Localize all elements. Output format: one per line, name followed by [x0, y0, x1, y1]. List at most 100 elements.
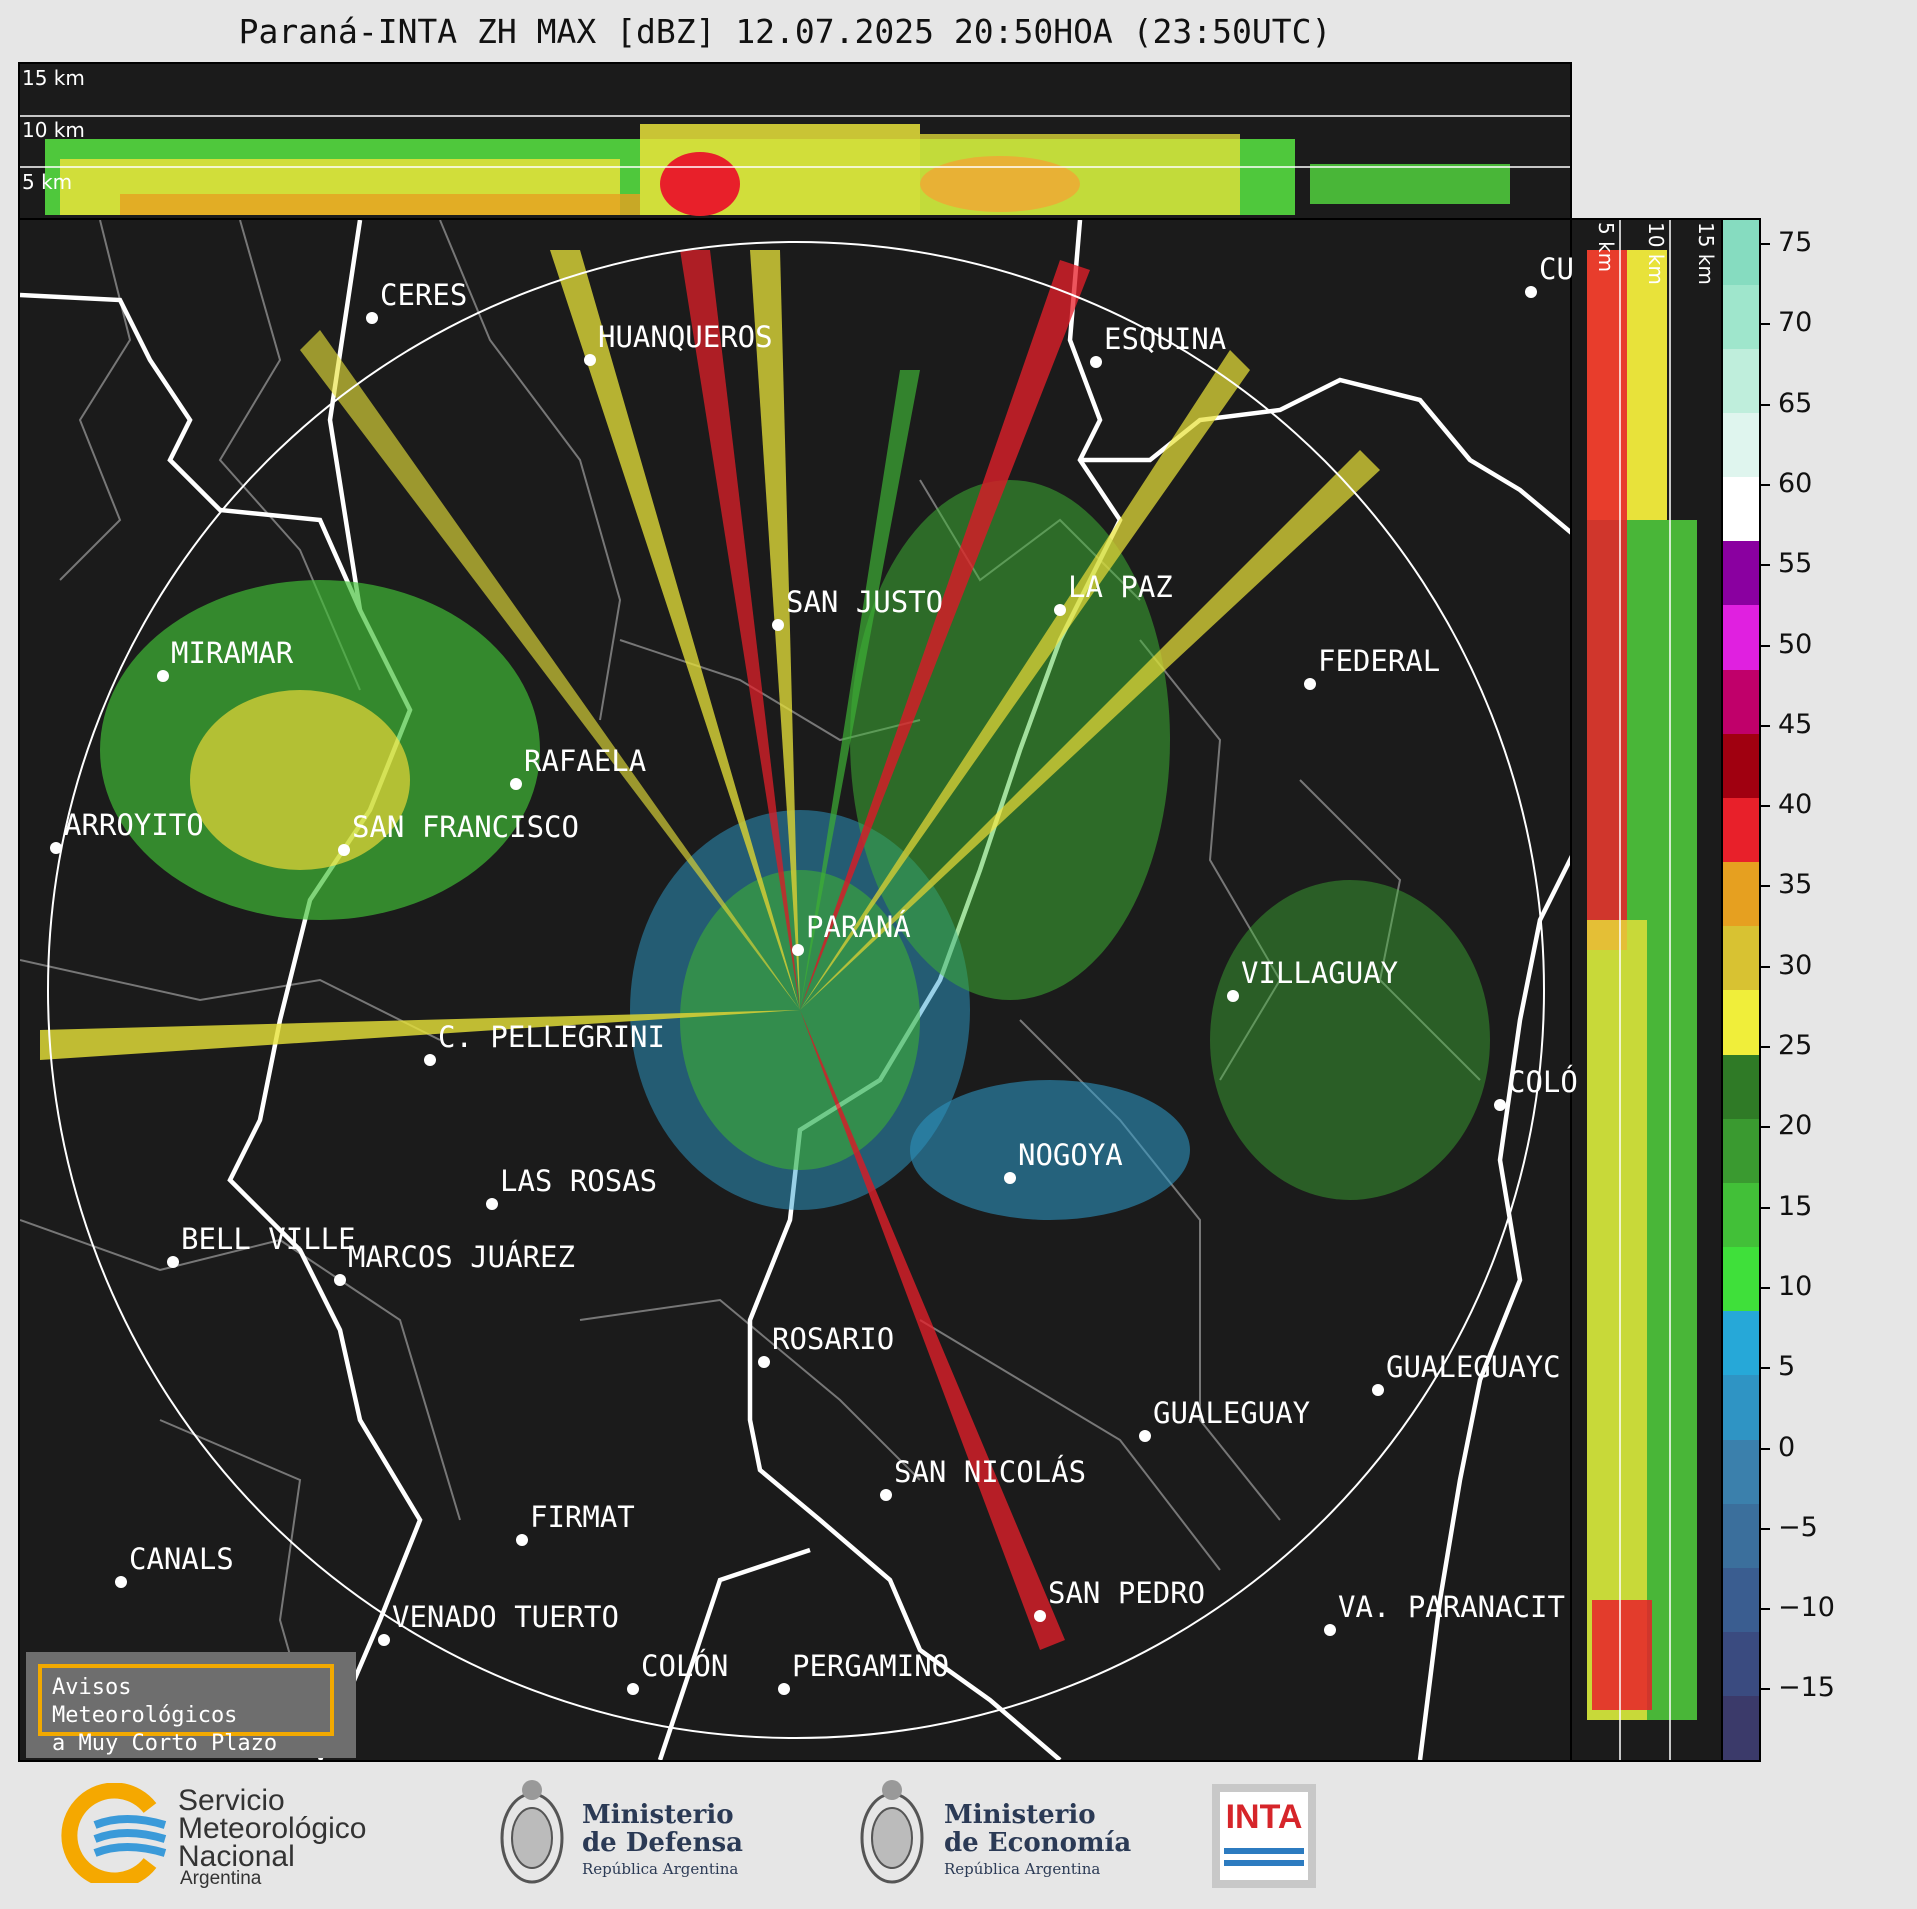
- colorbar-segment: [1723, 220, 1759, 285]
- alt-label-10km: 10 km: [22, 118, 85, 142]
- city-marker: [1324, 1624, 1336, 1636]
- smn-line-4: Argentina: [180, 1868, 262, 1889]
- side-echo-yellow-bottom: [1587, 920, 1647, 1720]
- echo-band-yellow-3: [920, 134, 1240, 215]
- colorbar-tick: [1760, 724, 1770, 727]
- defensa-line-1: Ministerio: [582, 1800, 734, 1830]
- notice-line-1: Avisos Meteorológicos: [52, 1675, 238, 1728]
- radar-map: [18, 218, 1572, 1762]
- inta-stripe-2: [1224, 1860, 1304, 1866]
- city-label: SAN JUSTO: [786, 585, 944, 619]
- colorbar-tick-label: 10: [1778, 1270, 1813, 1302]
- city-label: CU: [1539, 252, 1574, 286]
- inta-logo: INTA: [1212, 1784, 1316, 1888]
- colorbar-segment: [1723, 1439, 1759, 1504]
- colorbar-tick: [1760, 403, 1770, 406]
- alt-label-5km: 5 km: [22, 170, 73, 194]
- colorbar-tick: [1760, 1206, 1770, 1209]
- side-cross-section-plot: [1587, 220, 1697, 1760]
- defensa-seal-icon: [500, 1780, 564, 1884]
- colorbar-tick-label: 70: [1778, 307, 1813, 339]
- colorbar-segment: [1723, 1503, 1759, 1568]
- city-marker: [115, 1576, 127, 1588]
- smn-line-3: Nacional: [178, 1840, 295, 1873]
- city-marker: [880, 1489, 892, 1501]
- city-marker: [1525, 286, 1537, 298]
- colorbar-tick: [1760, 1527, 1770, 1530]
- colorbar-segment: [1723, 669, 1759, 734]
- colorbar-segment: [1723, 1118, 1759, 1183]
- city-label: COLÓN: [641, 1649, 729, 1683]
- inta-logo-text: INTA: [1225, 1798, 1303, 1836]
- smn-line-1: Servicio: [178, 1784, 285, 1817]
- city-marker: [366, 312, 378, 324]
- smn-line-2: Meteorológico: [178, 1812, 367, 1845]
- colorbar-segment: [1723, 540, 1759, 606]
- colorbar-tick-label: 50: [1778, 628, 1813, 660]
- colorbar-tick: [1760, 885, 1770, 888]
- city-label: BELL VILLE: [181, 1222, 356, 1256]
- chart-title: Paraná-INTA ZH MAX [dBZ] 12.07.2025 20:5…: [238, 12, 1332, 51]
- economia-line-2: de Economía: [944, 1828, 1132, 1858]
- inta-stripe-1: [1224, 1848, 1304, 1854]
- city-marker: [516, 1534, 528, 1546]
- city-label: COLÓ: [1508, 1065, 1578, 1099]
- side-cross-section: 5 km 10 km 15 km: [1570, 218, 1723, 1762]
- echo-band-green-east: [1310, 164, 1510, 204]
- city-label: MIRAMAR: [171, 636, 294, 670]
- radar-map-plot: [20, 220, 1570, 1760]
- city-marker: [510, 778, 522, 790]
- city-label: FIRMAT: [530, 1500, 635, 1534]
- city-label: CANALS: [129, 1542, 234, 1576]
- city-label: VILLAGUAY: [1241, 956, 1399, 990]
- colorbar-segment: [1723, 1567, 1759, 1633]
- colorbar-tick-label: −5: [1778, 1511, 1818, 1543]
- city-marker: [1004, 1172, 1016, 1184]
- colorbar-segment: [1723, 1695, 1759, 1761]
- city-label: ARROYITO: [64, 808, 204, 842]
- colorbar-segment: [1723, 1310, 1759, 1376]
- colorbar-segment: [1723, 990, 1759, 1055]
- colorbar-tick-label: 65: [1778, 387, 1813, 419]
- colorbar-tick-label: 40: [1778, 789, 1813, 821]
- city-marker: [1494, 1099, 1506, 1111]
- colorbar-tick-label: 30: [1778, 949, 1813, 981]
- colorbar-segment: [1723, 476, 1759, 542]
- city-label: LAS ROSAS: [500, 1164, 658, 1198]
- echo-band-orange: [120, 194, 640, 215]
- city-label: GUALEGUAYC: [1386, 1350, 1561, 1384]
- colorbar-tick-label: 5: [1778, 1351, 1796, 1383]
- colorbar-segment: [1723, 1375, 1759, 1440]
- colorbar-segment: [1723, 412, 1759, 478]
- side-echo-red: [1587, 250, 1627, 950]
- city-label: VA. PARANACIT: [1338, 1590, 1565, 1624]
- city-marker: [1139, 1430, 1151, 1442]
- colorbar-tick: [1760, 1688, 1770, 1691]
- colorbar-segment: [1723, 1246, 1759, 1312]
- alt-label-15km: 15 km: [22, 66, 85, 90]
- colorbar-tick: [1760, 323, 1770, 326]
- colorbar-segment: [1723, 1182, 1759, 1248]
- notice-line-2: a Muy Corto Plazo: [52, 1731, 278, 1756]
- city-label: SAN FRANCISCO: [352, 810, 579, 844]
- colorbar-segment: [1723, 284, 1759, 349]
- city-marker: [1054, 604, 1066, 616]
- colorbar: [1721, 218, 1761, 1762]
- colorbar-tick-label: 0: [1778, 1431, 1796, 1463]
- colorbar-tick: [1760, 805, 1770, 808]
- city-marker: [758, 1356, 770, 1368]
- defensa-line-3: República Argentina: [582, 1860, 739, 1878]
- colorbar-tick: [1760, 243, 1770, 245]
- city-marker: [378, 1634, 390, 1646]
- colorbar-tick: [1760, 1608, 1770, 1611]
- side-alt-label-15km: 15 km: [1694, 222, 1718, 285]
- radar-echoes: [40, 250, 1490, 1650]
- city-label: MARCOS JUÁREZ: [348, 1240, 575, 1274]
- city-marker: [792, 944, 804, 956]
- city-marker: [1304, 678, 1316, 690]
- colorbar-tick: [1760, 1046, 1770, 1048]
- city-marker: [772, 619, 784, 631]
- city-label: PERGAMINO: [792, 1649, 950, 1683]
- colorbar-segment: [1723, 605, 1759, 670]
- city-marker: [1372, 1384, 1384, 1396]
